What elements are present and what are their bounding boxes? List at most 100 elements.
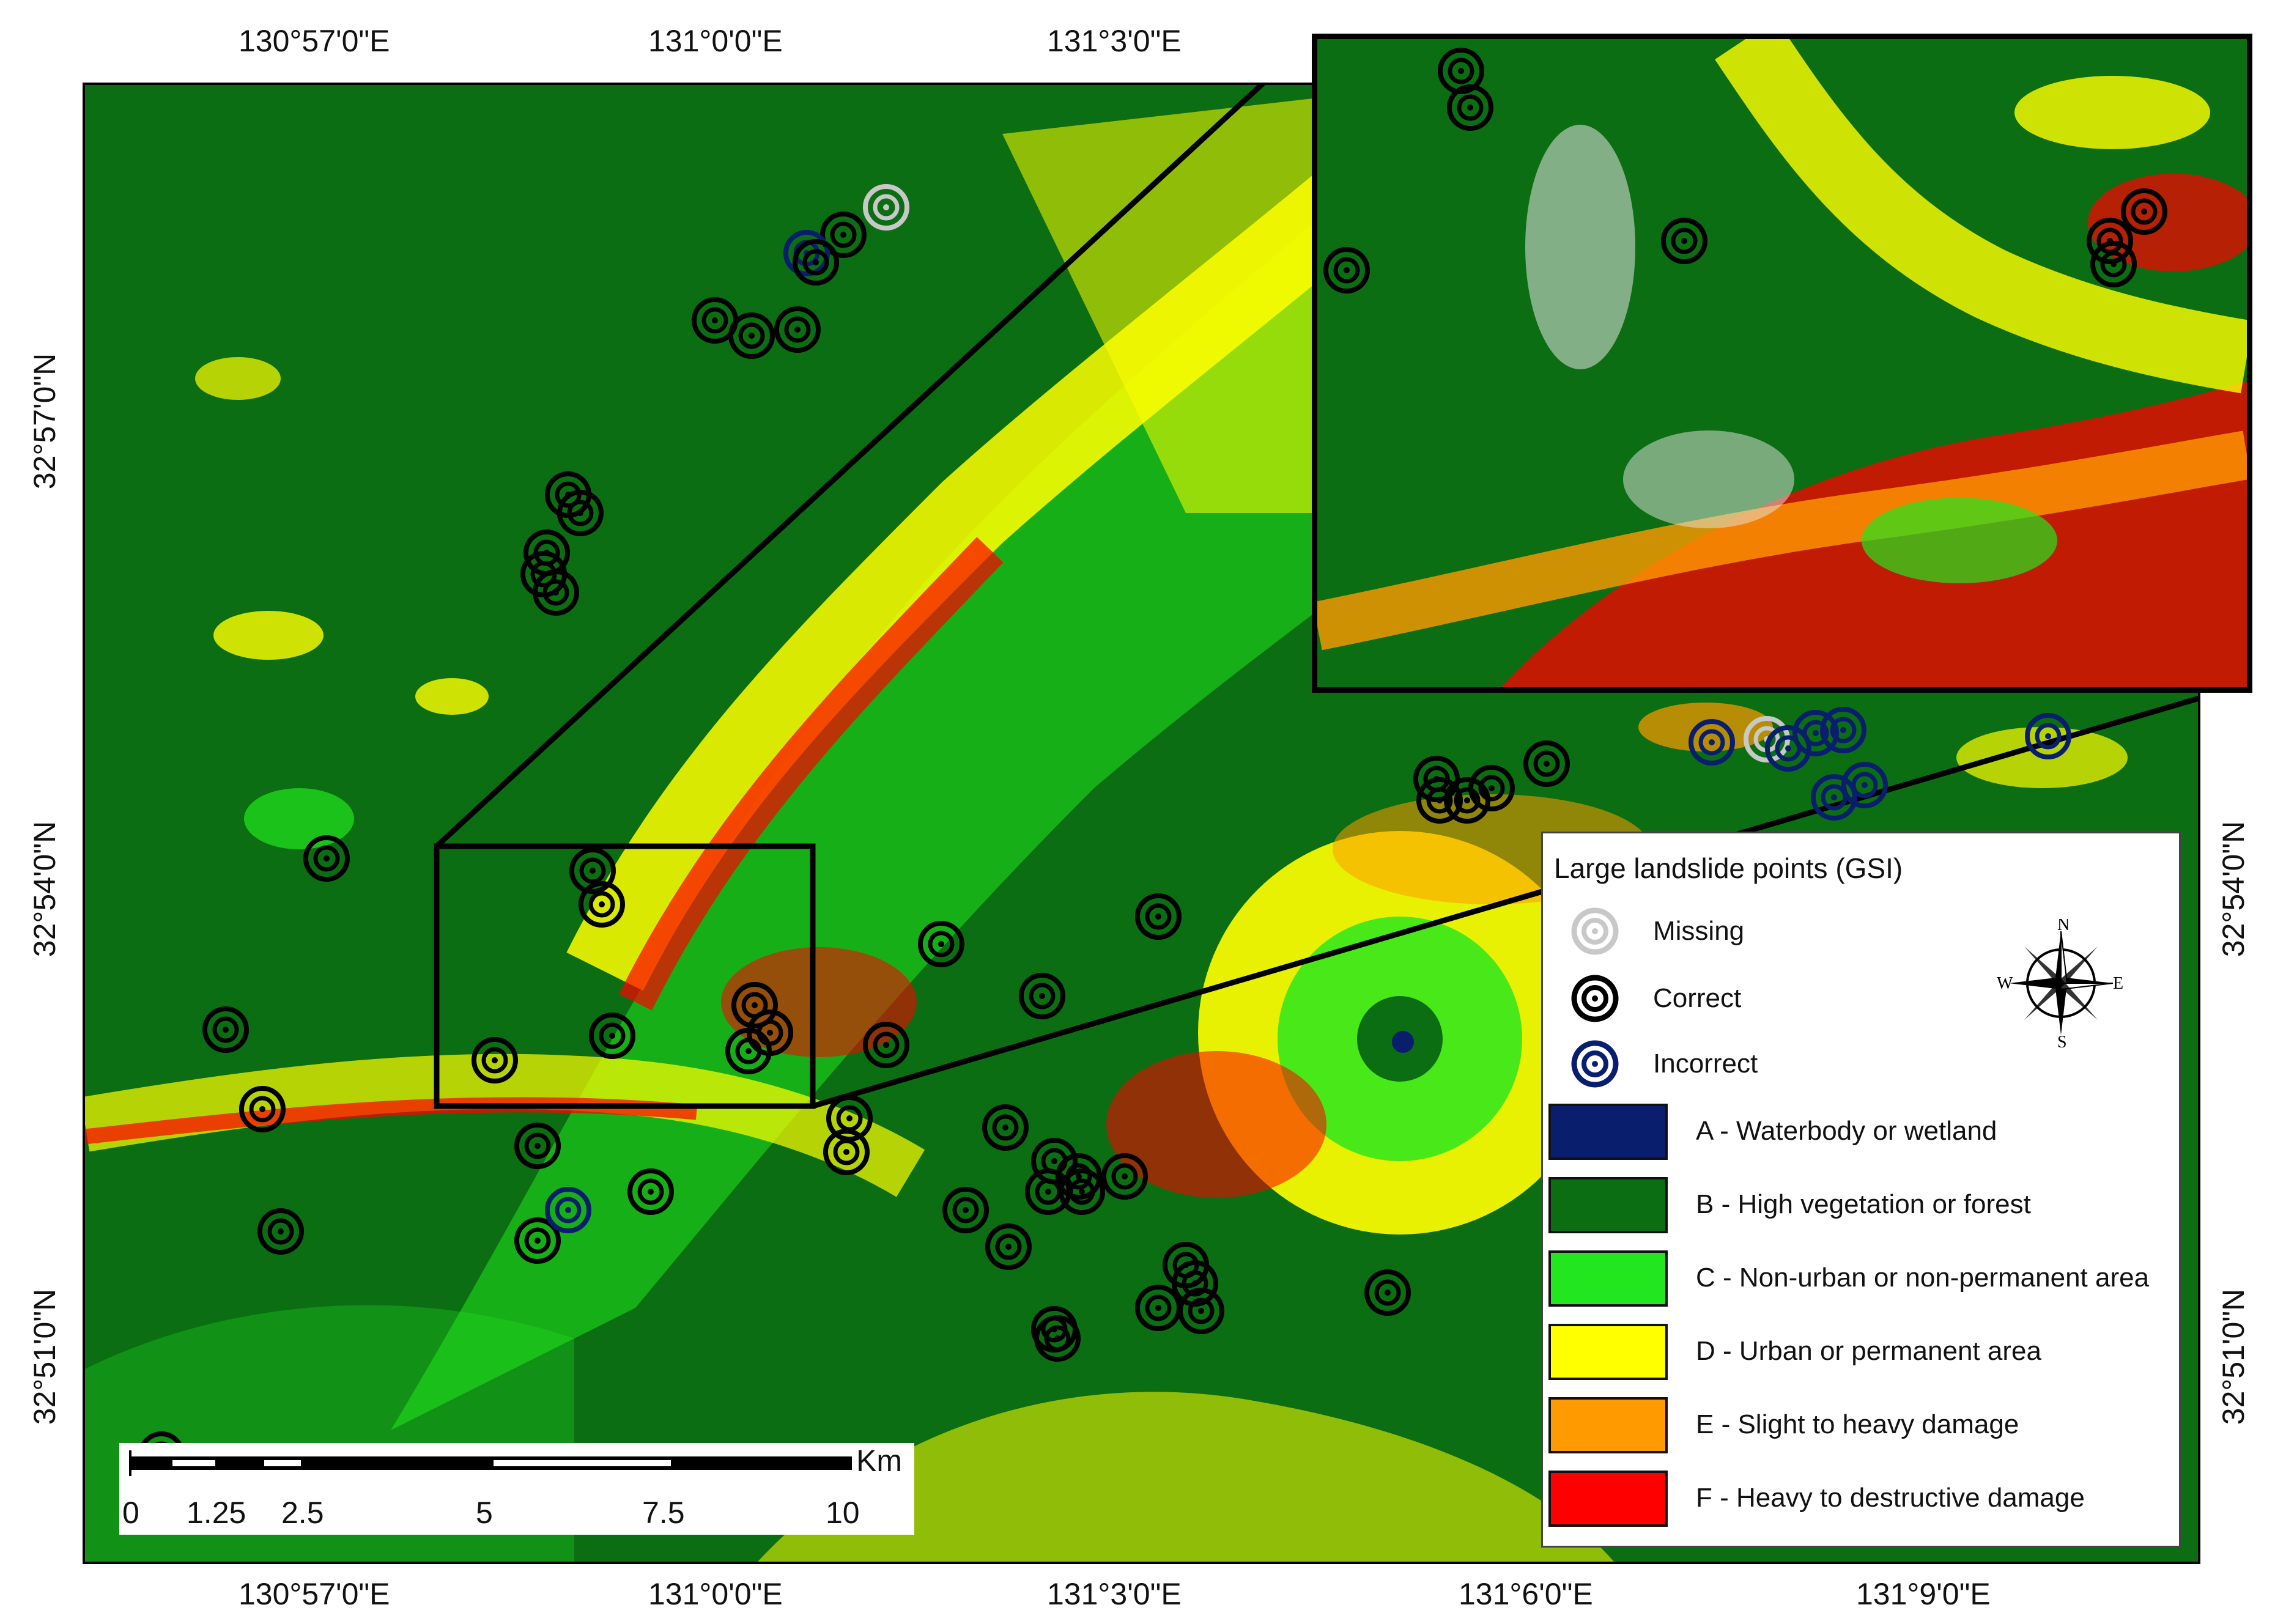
- class-label-waterbody: A - Waterbody or wetland: [1696, 1116, 1997, 1146]
- legend-panel: Large landslide points (GSI) Missing Cor…: [1541, 832, 2181, 1548]
- inset-landslide-point-correct: [2121, 188, 2167, 235]
- class-label-forest: B - High vegetation or forest: [1696, 1189, 2031, 1219]
- landslide-point-incorrect: [1841, 762, 1888, 808]
- inset-cleared-2: [1623, 430, 1794, 528]
- missing-point-symbol: [1571, 907, 1619, 955]
- landslide-point-correct: [239, 1086, 286, 1132]
- landslide-point-correct: [303, 835, 350, 882]
- lon-label-top-2: 131°0'0"E: [648, 24, 783, 58]
- scale-tick-3: 5: [476, 1496, 493, 1530]
- landslide-point-correct: [579, 881, 625, 928]
- swatch-waterbody: [1548, 1104, 1668, 1160]
- landslide-point-correct: [1135, 893, 1182, 940]
- landslide-point-incorrect: [2025, 713, 2071, 759]
- zoom-line-2: [812, 695, 2198, 1109]
- patch-b: [415, 678, 489, 715]
- landslide-point-correct: [533, 569, 579, 616]
- scale-tick-5: 10: [826, 1496, 860, 1530]
- inset-cleared-1: [1525, 125, 1635, 369]
- landslide-points: [138, 184, 2071, 1478]
- landslide-point-correct: [1364, 1269, 1411, 1316]
- landslide-point-incorrect: [1820, 707, 1866, 753]
- patch-c: [195, 357, 281, 400]
- patch-d: [244, 788, 354, 849]
- landslide-point-correct: [774, 306, 821, 353]
- class-label-non-urban: C - Non-urban or non-permanent area: [1696, 1263, 2150, 1293]
- lat-label-left-3: 32°51'0"N: [28, 1288, 62, 1425]
- landslide-point-correct: [728, 312, 775, 359]
- lon-label-bottom-4: 131°6'0"E: [1459, 1577, 1593, 1611]
- inset-landslide-point-correct: [2090, 241, 2137, 287]
- lat-label-right-1: 32°54'0"N: [2216, 821, 2251, 958]
- patch-a: [213, 611, 324, 660]
- landslide-point-correct: [557, 490, 604, 536]
- river-band: [85, 1054, 925, 1197]
- landslide-point-correct: [627, 1168, 674, 1215]
- landslide-point-correct: [569, 847, 616, 894]
- south-urban: [758, 1392, 1614, 1562]
- landslide-point-missing: [863, 184, 909, 231]
- inset-extent-box: [434, 843, 816, 1109]
- swatch-urban: [1548, 1324, 1668, 1380]
- lon-label-bottom-5: 131°9'0"E: [1856, 1577, 1991, 1611]
- scale-tick-2: 2.5: [281, 1496, 324, 1530]
- inset-landslide-points: [1323, 48, 2167, 293]
- damage-patch-1: [1106, 1051, 1326, 1198]
- landslide-point-correct: [725, 1028, 772, 1074]
- landslide-point-correct: [863, 1022, 909, 1068]
- incorrect-label: Incorrect: [1653, 1049, 1758, 1079]
- landslide-point-correct: [202, 1006, 249, 1053]
- damage-corridor: [619, 537, 1004, 1011]
- swatch-non-urban: [1548, 1250, 1668, 1307]
- compass-rose-icon: N S E W: [1997, 919, 2123, 1047]
- inset-landslide-point-correct: [1438, 48, 1484, 94]
- swatch-forest: [1548, 1177, 1668, 1233]
- scale-bar-graphic: [129, 1450, 852, 1476]
- class-label-slight-damage: E - Slight to heavy damage: [1696, 1409, 2019, 1439]
- landslide-point-correct: [823, 1129, 870, 1175]
- scale-tick-1: 1.25: [187, 1496, 246, 1530]
- landslide-point-correct: [942, 1187, 989, 1233]
- lon-label-top-1: 130°57'0"E: [239, 24, 390, 58]
- scale-bar: Km 0 1.25 2.5 5 7.5 10: [119, 1443, 914, 1535]
- lon-label-top-3: 131°3'0"E: [1047, 24, 1182, 58]
- inset-landslide-point-correct: [1323, 247, 1370, 293]
- compass-w: W: [1997, 974, 2013, 993]
- swatch-heavy-damage: [1548, 1471, 1668, 1527]
- landslide-point-correct: [820, 212, 867, 258]
- patch-f: [1638, 703, 1773, 751]
- missing-label: Missing: [1653, 916, 1745, 946]
- landslide-point-correct: [985, 1224, 1032, 1270]
- landslide-point-correct: [1034, 1315, 1081, 1362]
- inset-landslide-point-correct: [1447, 84, 1493, 131]
- legend-title: Large landslide points (GSI): [1554, 852, 1903, 884]
- landslide-point-incorrect: [1792, 710, 1839, 756]
- landslide-point-correct: [1101, 1153, 1148, 1200]
- inset-map[interactable]: [1312, 34, 2252, 693]
- zoom-line-1: [434, 85, 1265, 849]
- scale-tick-0: 0: [122, 1496, 139, 1530]
- landslide-point-correct: [1025, 1168, 1071, 1215]
- compass-s: S: [2057, 1033, 2067, 1047]
- lon-label-bottom-3: 131°3'0"E: [1047, 1577, 1182, 1611]
- inset-river: [1317, 430, 2247, 651]
- compass-e: E: [2113, 974, 2123, 993]
- swatch-slight-damage: [1548, 1397, 1668, 1453]
- lon-label-bottom-2: 131°0'0"E: [648, 1577, 783, 1611]
- landslide-point-correct: [514, 1217, 561, 1264]
- landslide-point-correct: [1019, 973, 1065, 1019]
- inset-urban: [1715, 39, 2247, 394]
- inset-urban-north: [2014, 76, 2210, 149]
- landslide-point-correct: [918, 921, 964, 967]
- landslide-point-correct: [472, 1037, 518, 1083]
- landslide-point-correct: [1468, 765, 1515, 811]
- class-label-heavy-damage: F - Heavy to destructive damage: [1696, 1483, 2085, 1513]
- lat-label-right-2: 32°51'0"N: [2216, 1288, 2251, 1425]
- landslide-point-incorrect: [545, 1187, 591, 1233]
- landslide-point-correct: [589, 1013, 635, 1059]
- correct-label: Correct: [1653, 983, 1742, 1013]
- lon-label-bottom-1: 130°57'0"E: [239, 1577, 390, 1611]
- landslide-point-correct: [514, 1123, 561, 1169]
- caldera-lake: [1392, 1031, 1414, 1053]
- scale-tick-4: 7.5: [642, 1496, 685, 1530]
